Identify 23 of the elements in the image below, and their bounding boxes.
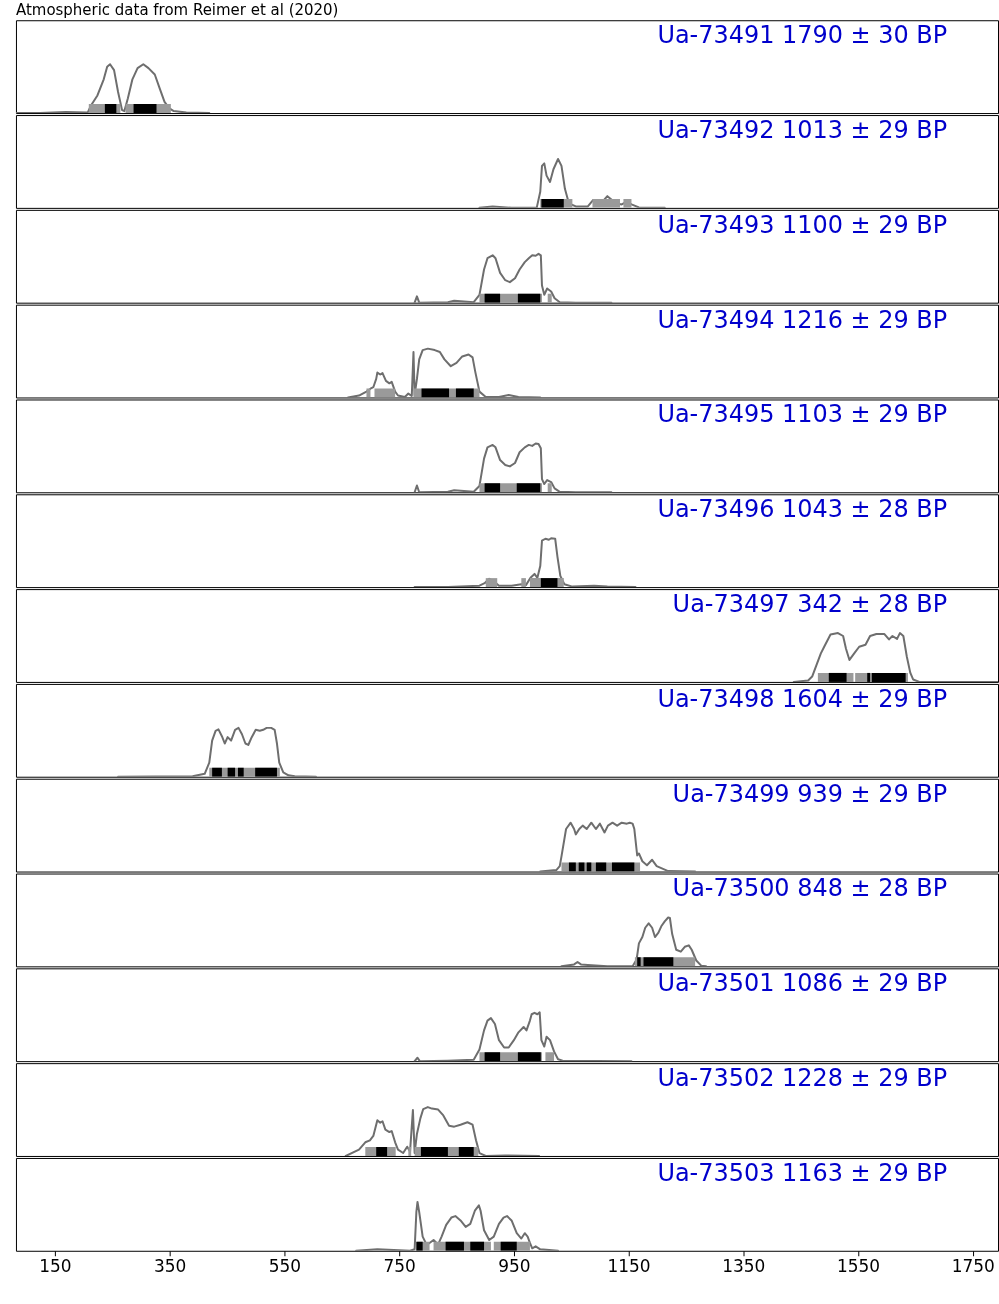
x-tick-label: 550 — [268, 1256, 302, 1277]
x-tick-label: 950 — [498, 1256, 531, 1277]
chart-title: Ua-73491 1790 ± 30 BP — [657, 21, 948, 50]
chart-title: Ua-73495 1103 ± 29 BP — [657, 400, 948, 429]
chart-title: Ua-73500 848 ± 28 BP — [672, 874, 948, 903]
chart-title: Ua-73499 939 ± 29 BP — [672, 779, 948, 808]
chart-title: Ua-73502 1228 ± 29 BP — [657, 1064, 948, 1093]
chart-title: Ua-73497 342 ± 28 BP — [672, 590, 948, 619]
x-tick-label: 1350 — [722, 1256, 766, 1277]
x-tick-label: 750 — [383, 1256, 416, 1277]
x-tick-label: 1750 — [951, 1256, 995, 1277]
chart-title: Ua-73494 1216 ± 29 BP — [657, 305, 948, 334]
x-tick-label: 1550 — [836, 1256, 881, 1277]
x-tick-label: 1150 — [607, 1256, 651, 1277]
chart-title: Ua-73501 1086 ± 29 BP — [657, 969, 948, 998]
chart-title: Ua-73503 1163 ± 29 BP — [657, 1158, 948, 1187]
chart-title: Ua-73496 1043 ± 28 BP — [657, 495, 948, 524]
chart-title: Ua-73498 1604 ± 29 BP — [657, 684, 948, 713]
text: Atmospheric data from Reimer et al (2020) — [15, 1, 339, 20]
x-tick-label: 350 — [154, 1256, 187, 1277]
chart-title: Ua-73493 1100 ± 29 BP — [657, 210, 948, 239]
x-tick-label: 150 — [39, 1256, 72, 1277]
chart-title: Ua-73492 1013 ± 29 BP — [657, 116, 948, 144]
